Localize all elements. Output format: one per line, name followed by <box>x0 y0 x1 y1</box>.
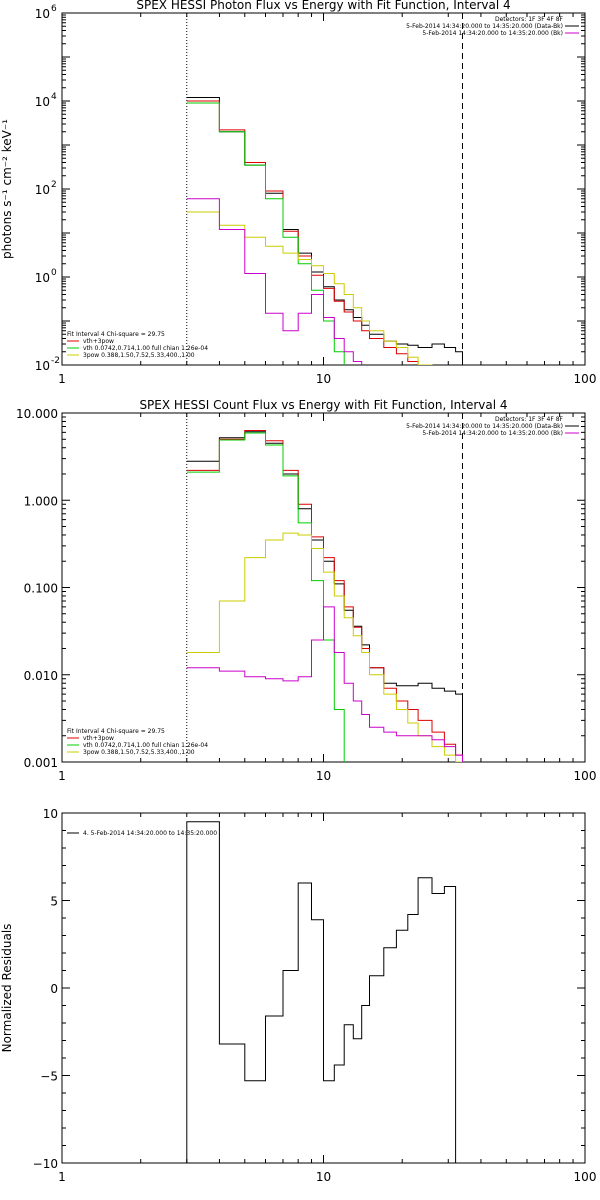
legend-entry: 5-Feb-2014 14:34:20.000 to 14:35:20.000 … <box>406 23 563 30</box>
series-line <box>186 821 457 1163</box>
chart-panel-2: SPEX HESSI Count Flux vs Energy with Fit… <box>16 398 596 783</box>
y-tick-label: 10.000 <box>16 407 58 421</box>
y-tick-exponent: 0 <box>51 268 57 278</box>
legend-entry: 4. 5-Feb-2014 14:34:20.000 to 14:35:20.0… <box>83 830 217 837</box>
series-1 <box>186 431 463 762</box>
x-tick-marks <box>61 413 574 762</box>
y-tick-label: 10 <box>35 95 50 109</box>
chart-panel-1: SPEX HESSI Photon Flux vs Energy with Fi… <box>0 0 596 386</box>
legend-entry: 3pow 0.388,1.50,7.52,5.33,400.,1.00 <box>83 749 195 756</box>
series-line <box>186 606 463 762</box>
x-tick-label: 10 <box>316 1170 331 1184</box>
y-tick-exponent: -2 <box>51 356 60 366</box>
series-line <box>186 431 463 762</box>
series-5 <box>186 606 463 762</box>
x-tick-label: 1 <box>58 769 66 783</box>
legend-header: Detectors: 1F 3F 4F 8F <box>495 416 564 423</box>
y-axis-label: photons s⁻¹ cm⁻² keV⁻¹ <box>0 119 14 259</box>
y-tick-label: 0.010 <box>24 669 58 683</box>
x-tick-label: 10 <box>316 769 331 783</box>
x-tick-marks <box>61 813 574 1163</box>
x-tick-label: 10 <box>316 372 331 386</box>
series-1 <box>186 97 463 365</box>
y-tick-label: 10 <box>35 183 50 197</box>
legend-entry: vth 0.0742,0.714,1.00 full chian 1.26e-0… <box>83 345 208 352</box>
chart-panel-3: 1 10 100 −10 −5 0 5 10 Normalized Residuals 4. 5-… <box>0 807 596 1184</box>
legend-detectors: Detectors: 1F 3F 4F 8F5-Feb-2014 14:34:2… <box>406 16 579 37</box>
legend-fit: Fit Interval 4 Chi-square = 29.75vth+3po… <box>67 728 208 756</box>
y-tick-label: 10 <box>43 807 58 821</box>
y-tick-label: 0.100 <box>24 582 58 596</box>
legend-entry: vth 0.0742,0.714,1.00 full chian 1.26e-0… <box>83 742 208 749</box>
series-1 <box>186 821 457 1163</box>
series-line <box>186 198 363 365</box>
series-line <box>186 432 345 762</box>
series-4 <box>186 532 463 762</box>
y-tick-marks <box>62 14 585 366</box>
y-tick-exponent: 4 <box>51 92 57 102</box>
x-tick-label: 100 <box>574 1170 597 1184</box>
legend-entry: 5-Feb-2014 14:34:20.000 to 14:35:20.000 … <box>406 423 563 430</box>
legend-entry: 5-Feb-2014 14:34:20.000 to 14:35:20.000 … <box>422 30 563 37</box>
x-tick-marks <box>61 13 574 365</box>
series-line <box>186 100 419 365</box>
series-2 <box>186 430 463 762</box>
y-tick-exponent: 2 <box>51 180 57 190</box>
y-tick-marks <box>62 812 585 1164</box>
x-tick-label: 1 <box>58 1170 66 1184</box>
legend-header: Detectors: 1F 3F 4F 8F <box>495 16 564 23</box>
chart-title: SPEX HESSI Count Flux vs Energy with Fit… <box>139 398 507 412</box>
legend-fit: 4. 5-Feb-2014 14:34:20.000 to 14:35:20.0… <box>67 830 217 837</box>
legend-fit: Fit Interval 4 Chi-square = 29.75vth+3po… <box>67 331 208 359</box>
y-tick-label: 0 <box>50 982 58 996</box>
series-5 <box>186 198 363 365</box>
series-line <box>186 430 463 762</box>
series-4 <box>186 211 433 365</box>
legend-header: Fit Interval 4 Chi-square = 29.75 <box>67 331 165 338</box>
legend-entry: vth+3pow <box>83 338 114 345</box>
y-tick-marks <box>62 416 585 763</box>
legend-entry: 5-Feb-2014 14:34:20.000 to 14:35:20.000 … <box>422 430 563 437</box>
legend-entry: vth+3pow <box>83 735 114 742</box>
x-tick-label: 1 <box>58 372 66 386</box>
y-tick-label: 1.000 <box>24 494 58 508</box>
series-line <box>186 211 433 365</box>
chart-title: SPEX HESSI Photon Flux vs Energy with Fi… <box>136 0 510 12</box>
legend-header: Fit Interval 4 Chi-square = 29.75 <box>67 728 165 735</box>
series-line <box>186 532 463 762</box>
y-tick-label: 10 <box>35 271 50 285</box>
x-tick-label: 100 <box>574 372 597 386</box>
series-3 <box>186 432 345 762</box>
legend-detectors: Detectors: 1F 3F 4F 8F5-Feb-2014 14:34:2… <box>406 416 579 437</box>
x-tick-label: 100 <box>574 769 597 783</box>
y-tick-label: −5 <box>40 1070 58 1084</box>
y-tick-label: −10 <box>33 1157 58 1171</box>
y-tick-label: 5 <box>50 895 58 909</box>
y-tick-label: 0.001 <box>24 756 58 770</box>
legend-entry: 3pow 0.388,1.50,7.52,5.33,400.,1.00 <box>83 352 195 359</box>
y-axis-label: Normalized Residuals <box>0 924 14 1053</box>
y-tick-label: 10 <box>35 359 50 373</box>
series-3 <box>186 102 345 365</box>
series-2 <box>186 100 419 365</box>
series-line <box>186 102 345 365</box>
series-line <box>186 97 463 365</box>
y-tick-exponent: 6 <box>51 4 57 14</box>
y-tick-label: 10 <box>35 7 50 21</box>
